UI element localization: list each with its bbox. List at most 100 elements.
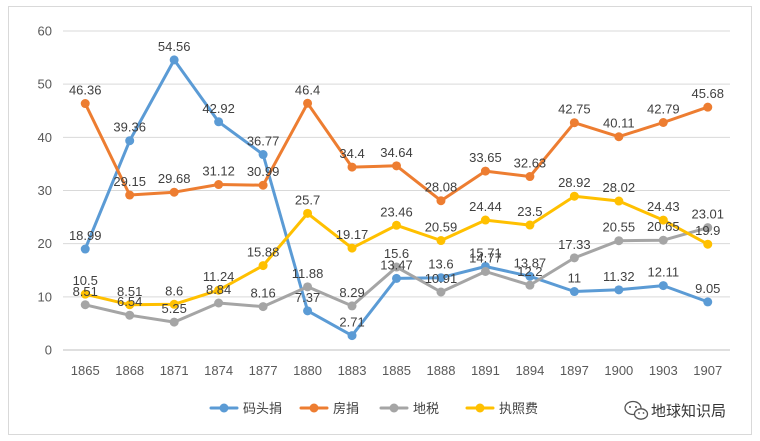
data-point bbox=[258, 150, 268, 160]
data-point bbox=[303, 282, 313, 292]
watermark-text: 地球知识局 bbox=[651, 402, 726, 420]
data-label: 5.25 bbox=[162, 301, 187, 316]
data-label: 46.4 bbox=[295, 82, 320, 97]
data-point bbox=[703, 223, 713, 233]
data-point bbox=[392, 273, 401, 283]
data-label: 13.87 bbox=[514, 255, 547, 270]
y-tick-label: 10 bbox=[38, 289, 52, 304]
data-point bbox=[480, 215, 490, 225]
legend-marker bbox=[309, 403, 319, 413]
watermark: 地球知识局 bbox=[624, 400, 726, 420]
data-point bbox=[436, 196, 446, 206]
data-point bbox=[125, 300, 135, 310]
data-point bbox=[80, 244, 90, 254]
data-label: 15.6 bbox=[384, 246, 409, 261]
data-point bbox=[614, 236, 624, 246]
data-label: 32.63 bbox=[514, 156, 547, 171]
data-label: 10.5 bbox=[73, 273, 98, 288]
data-point bbox=[169, 317, 179, 327]
x-tick-label: 1888 bbox=[427, 363, 456, 378]
y-tick-label: 50 bbox=[38, 77, 52, 92]
data-label: 45.68 bbox=[691, 86, 724, 101]
x-tick-label: 1903 bbox=[649, 363, 678, 378]
y-tick-label: 30 bbox=[38, 183, 52, 198]
data-point bbox=[392, 220, 401, 230]
data-point bbox=[614, 132, 624, 142]
data-point bbox=[480, 266, 490, 276]
data-label: 19.17 bbox=[336, 227, 369, 242]
data-label: 7.37 bbox=[295, 290, 320, 305]
data-label: 8.51 bbox=[73, 284, 98, 299]
x-tick-label: 1877 bbox=[249, 363, 278, 378]
data-point bbox=[125, 190, 135, 200]
data-label: 10.91 bbox=[425, 271, 458, 286]
data-label: 28.02 bbox=[603, 180, 636, 195]
data-label: 24.44 bbox=[469, 199, 502, 214]
chart-frame bbox=[8, 6, 752, 435]
data-point bbox=[80, 289, 90, 299]
data-point bbox=[303, 306, 313, 316]
data-label: 11.24 bbox=[203, 269, 235, 284]
data-label: 8.29 bbox=[339, 285, 364, 300]
x-tick-label: 1880 bbox=[293, 363, 322, 378]
y-tick-label: 0 bbox=[45, 343, 52, 358]
data-label: 8.84 bbox=[206, 282, 231, 297]
y-tick-label: 20 bbox=[38, 236, 52, 251]
legend-label: 执照费 bbox=[499, 402, 538, 417]
data-point bbox=[80, 99, 90, 109]
gridlines bbox=[63, 30, 730, 351]
data-point bbox=[525, 280, 535, 290]
data-point bbox=[569, 287, 579, 297]
data-point bbox=[214, 180, 224, 190]
legend-label: 地税 bbox=[413, 402, 439, 417]
data-point bbox=[347, 243, 357, 253]
legend-marker bbox=[219, 403, 229, 413]
x-tick-label: 1907 bbox=[693, 363, 722, 378]
x-tick-label: 1897 bbox=[560, 363, 589, 378]
data-label: 12.2 bbox=[517, 264, 542, 279]
data-point bbox=[658, 281, 668, 291]
data-point bbox=[480, 166, 490, 176]
data-label: 17.33 bbox=[558, 237, 591, 252]
data-point bbox=[614, 285, 624, 295]
data-label: 24.43 bbox=[647, 199, 680, 214]
data-point bbox=[525, 271, 535, 281]
data-label: 11 bbox=[568, 271, 582, 286]
data-point bbox=[436, 236, 446, 246]
data-label: 13.6 bbox=[428, 257, 453, 272]
data-label: 34.64 bbox=[380, 145, 413, 160]
data-point bbox=[569, 191, 579, 201]
data-point bbox=[392, 161, 401, 171]
data-point bbox=[436, 273, 446, 283]
data-label: 15.88 bbox=[247, 245, 280, 260]
data-point bbox=[303, 98, 313, 108]
data-point bbox=[569, 253, 579, 263]
x-axis: 1865 1868 1871 1874 1877 1880 1883 1885 1888 1891… bbox=[71, 363, 722, 378]
data-label: 34.4 bbox=[339, 146, 364, 161]
data-point bbox=[347, 162, 357, 172]
data-label: 54.56 bbox=[158, 39, 191, 54]
data-point bbox=[392, 262, 401, 272]
x-tick-label: 1885 bbox=[382, 363, 411, 378]
series-lines bbox=[80, 55, 713, 341]
legend-marker bbox=[475, 403, 485, 413]
data-label: 30.99 bbox=[247, 164, 280, 179]
y-tick-label: 40 bbox=[38, 130, 52, 145]
data-label: 42.75 bbox=[558, 102, 591, 117]
data-label: 39.36 bbox=[113, 120, 146, 135]
y-tick-label: 60 bbox=[38, 24, 52, 39]
data-label: 28.08 bbox=[425, 180, 458, 195]
data-label: 11.32 bbox=[603, 269, 635, 284]
data-label: 23.01 bbox=[691, 207, 724, 222]
data-point bbox=[214, 298, 224, 308]
data-label: 8.6 bbox=[165, 283, 183, 298]
x-tick-label: 1871 bbox=[160, 363, 189, 378]
x-tick-label: 1883 bbox=[338, 363, 367, 378]
data-point bbox=[80, 300, 90, 310]
data-point bbox=[347, 331, 357, 341]
legend: 码头捐 房捐 地税 执照费 bbox=[209, 401, 538, 417]
data-point bbox=[658, 117, 668, 127]
data-point bbox=[658, 235, 668, 245]
data-point bbox=[169, 299, 179, 309]
legend-label: 房捐 bbox=[333, 401, 359, 417]
